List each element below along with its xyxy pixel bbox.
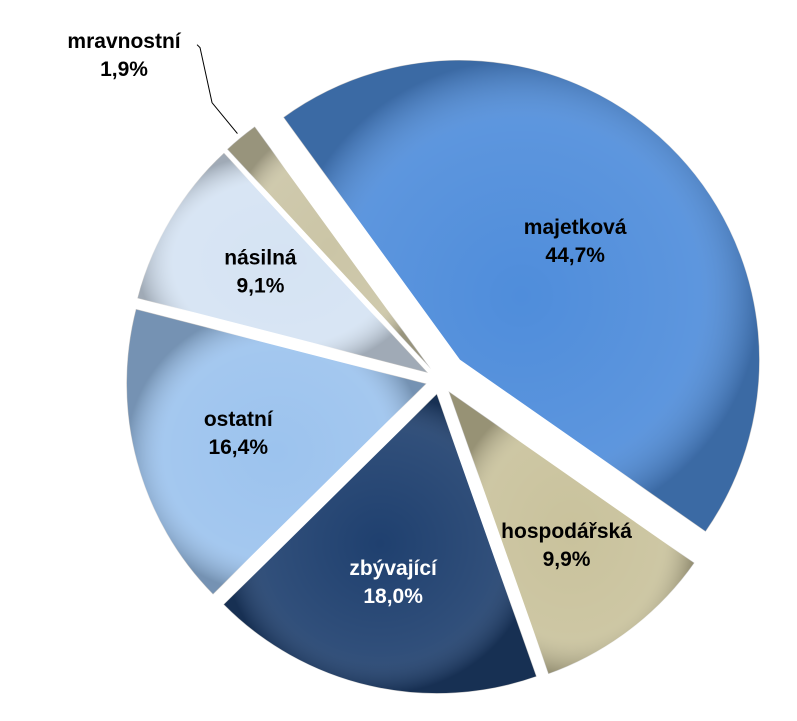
slice-value-label: 9,9%	[543, 548, 591, 571]
slice-value-label: 18,0%	[363, 585, 423, 608]
slice-value-label: 1,9%	[100, 58, 148, 81]
slice-label: majetková	[524, 216, 627, 239]
slice-label: ostatní	[204, 408, 274, 431]
slice-label: hospodářská	[501, 520, 632, 543]
slice-label: zbývající	[349, 557, 438, 580]
slice-value-label: 16,4%	[208, 436, 268, 459]
slice-value-label: 44,7%	[545, 244, 605, 267]
leader-line	[196, 44, 238, 134]
slice-value-label: 9,1%	[237, 275, 285, 298]
slice-label: mravnostní	[67, 30, 181, 53]
slice-label: násilná	[224, 247, 297, 270]
